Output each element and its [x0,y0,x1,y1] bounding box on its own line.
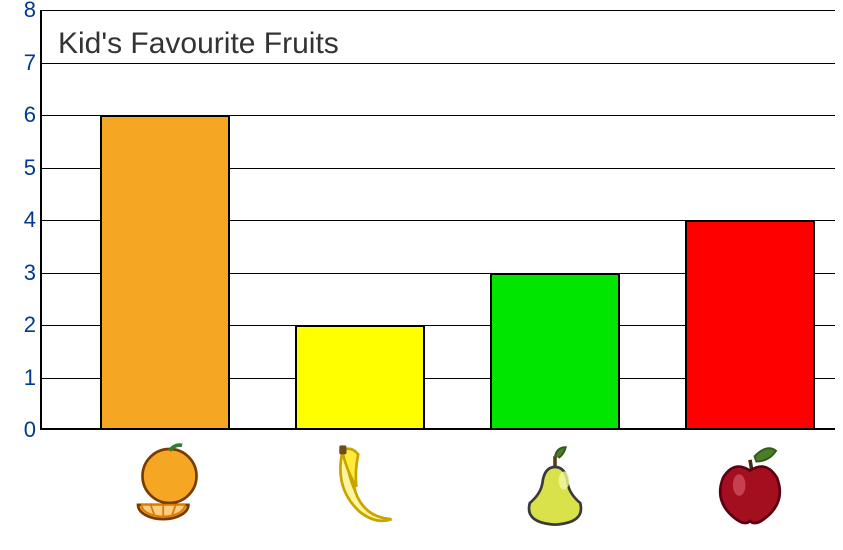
y-tick-label: 0 [10,417,36,443]
y-tick-label: 6 [10,102,36,128]
gridline [40,10,835,11]
bar-pear [490,273,620,431]
bar-orange [100,115,230,430]
bar-apple [685,220,815,430]
plot-area: Kid's Favourite Fruits 012345678 [40,10,835,430]
category-icons [40,440,835,530]
y-tick-label: 2 [10,312,36,338]
orange-icon [120,440,210,535]
y-tick-label: 7 [10,50,36,76]
chart-title: Kid's Favourite Fruits [58,27,339,61]
y-tick-label: 8 [10,0,36,23]
banana-icon [315,440,405,535]
bar-chart: Kid's Favourite Fruits 0 1 2 3 4 5 6 7 8 [0,0,843,550]
apple-icon [705,440,795,535]
gridline [40,63,835,64]
y-tick-label: 4 [10,207,36,233]
pear-icon [510,440,600,535]
y-tick-label: 1 [10,365,36,391]
y-tick-label: 5 [10,155,36,181]
bar-banana [295,325,425,430]
y-tick-label: 3 [10,260,36,286]
